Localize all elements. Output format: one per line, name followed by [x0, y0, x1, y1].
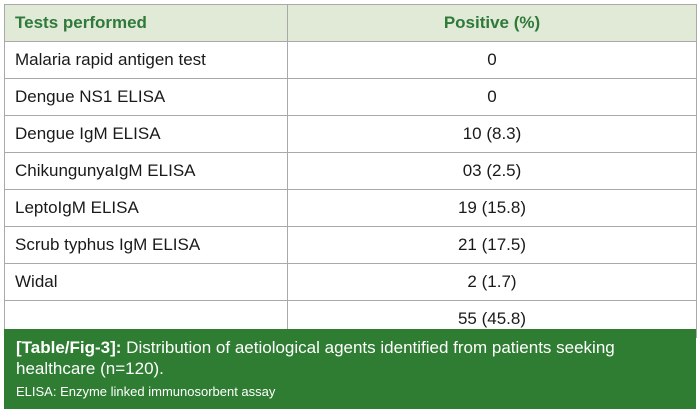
caption-label: [Table/Fig-3]:	[16, 338, 122, 357]
table-row: LeptoIgM ELISA 19 (15.8)	[4, 189, 697, 227]
cell-test: Scrub typhus IgM ELISA	[4, 226, 288, 264]
cell-positive: 2 (1.7)	[287, 263, 697, 301]
column-header-positive: Positive (%)	[287, 4, 697, 42]
cell-positive: 03 (2.5)	[287, 152, 697, 190]
cell-positive: 21 (17.5)	[287, 226, 697, 264]
cell-positive: 0	[287, 41, 697, 79]
cell-test: Malaria rapid antigen test	[4, 41, 288, 79]
cell-test: Widal	[4, 263, 288, 301]
figure-caption: [Table/Fig-3]: Distribution of aetiologi…	[4, 329, 696, 409]
cell-test: Dengue IgM ELISA	[4, 115, 288, 153]
cell-test: LeptoIgM ELISA	[4, 189, 288, 227]
table-row: ChikungunyaIgM ELISA 03 (2.5)	[4, 152, 697, 190]
table-row: Malaria rapid antigen test 0	[4, 41, 697, 79]
table-row: Widal 2 (1.7)	[4, 263, 697, 301]
cell-test: ChikungunyaIgM ELISA	[4, 152, 288, 190]
cell-positive: 10 (8.3)	[287, 115, 697, 153]
cell-test: Dengue NS1 ELISA	[4, 78, 288, 116]
cell-positive: 0	[287, 78, 697, 116]
caption-abbreviation-note: ELISA: Enzyme linked immunosorbent assay	[16, 384, 276, 399]
cell-positive: 19 (15.8)	[287, 189, 697, 227]
caption-description: Distribution of aetiological agents iden…	[16, 338, 615, 378]
table-header-row: Tests performed Positive (%)	[4, 4, 697, 42]
table-row: Dengue NS1 ELISA 0	[4, 78, 697, 116]
column-header-tests: Tests performed	[4, 4, 288, 42]
results-table: Tests performed Positive (%) Malaria rap…	[4, 4, 697, 338]
caption-text: [Table/Fig-3]: Distribution of aetiologi…	[16, 337, 684, 379]
table-row: Scrub typhus IgM ELISA 21 (17.5)	[4, 226, 697, 264]
table-row: Dengue IgM ELISA 10 (8.3)	[4, 115, 697, 153]
